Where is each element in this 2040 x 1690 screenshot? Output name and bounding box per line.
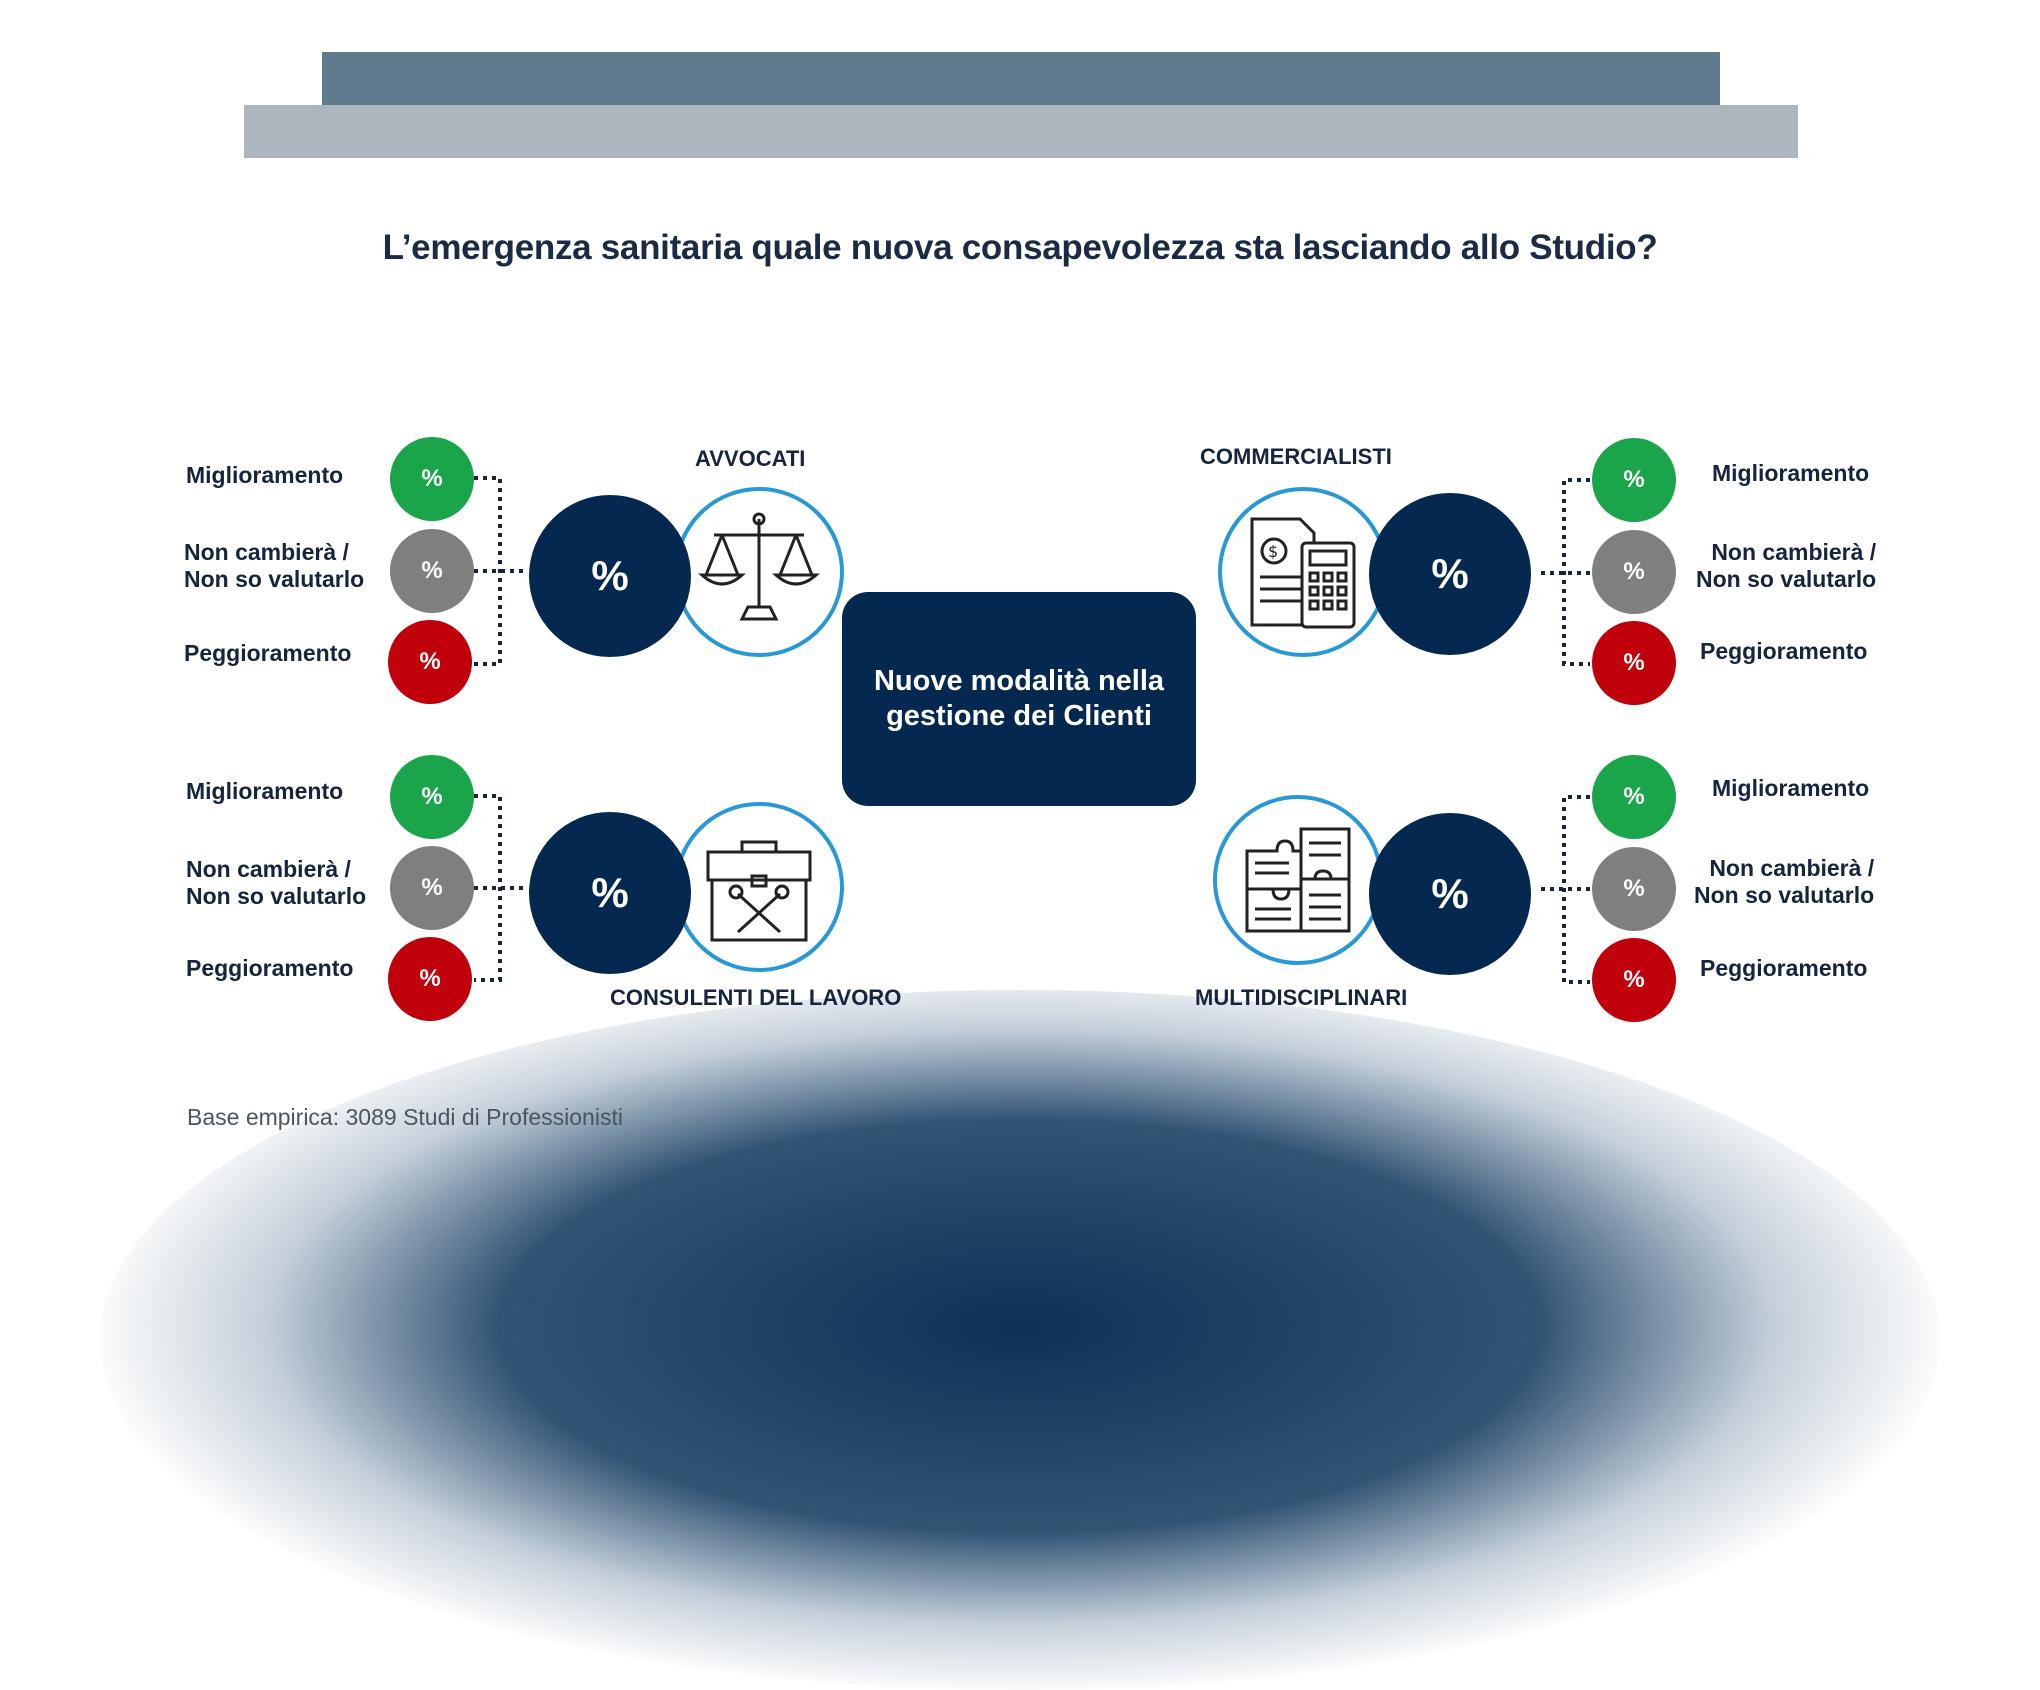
option-label-peggioramento: Peggioramento [1700,638,1868,664]
header-bar-dark [322,52,1720,106]
multidisciplinari-main-percent-circle: % [1369,813,1531,975]
improvement-percent-circle: % [390,437,474,521]
option-label-miglioramento: Miglioramento [186,462,344,488]
option-label-peggioramento: Peggioramento [184,640,352,666]
option-label-non-cambiera: Non cambierà / Non so valutarlo [184,539,365,592]
improvement-percent-circle: % [1592,755,1676,839]
category-consulenti-del-lavoro: CONSULENTI DEL LAVORO [610,985,902,1010]
center-topic-box: Nuove modalità nella gestione dei Client… [842,592,1196,806]
option-label-miglioramento: Miglioramento [186,778,344,804]
option-label-non-cambiera: Non cambierà / Non so valutarlo [186,856,367,909]
puzzle-documents-icon [1213,795,1383,965]
unchanged-percent-circle: % [1592,530,1676,614]
worsening-percent-circle: % [388,937,472,1021]
improvement-percent-circle: % [390,755,474,839]
svg-text:$: $ [1268,542,1278,561]
scales-icon [674,487,844,657]
avvocati-main-percent-circle: % [529,495,691,657]
category-multidisciplinari: MULTIDISCIPLINARI [1195,985,1408,1010]
option-label-non-cambiera: Non cambierà / Non so valutarlo [1696,539,1877,592]
option-label-peggioramento: Peggioramento [186,955,354,981]
connector-lines [474,476,1590,984]
option-label-peggioramento: Peggioramento [1700,955,1868,981]
option-label-miglioramento: Miglioramento [1712,775,1870,801]
worsening-percent-circle: % [388,620,472,704]
commercialisti-main-percent-circle: % [1369,493,1531,655]
calculator-document-icon: $ [1218,487,1388,657]
unchanged-percent-circle: % [390,846,474,930]
toolbox-icon [674,802,844,972]
consulenti-main-percent-circle: % [529,812,691,974]
improvement-percent-circle: % [1592,438,1676,522]
unchanged-percent-circle: % [1592,847,1676,931]
worsening-percent-circle: % [1592,621,1676,705]
header-bar-light [244,105,1798,158]
unchanged-percent-circle: % [390,529,474,613]
category-commercialisti: COMMERCIALISTI [1200,444,1392,469]
option-label-non-cambiera: Non cambierà / Non so valutarlo [1694,855,1875,908]
page-title: L’emergenza sanitaria quale nuova consap… [382,228,1658,267]
worsening-percent-circle: % [1592,938,1676,1022]
option-label-miglioramento: Miglioramento [1712,460,1870,486]
footnote: Base empirica: 3089 Studi di Professioni… [187,1104,623,1130]
category-avvocati: AVVOCATI [695,446,806,471]
